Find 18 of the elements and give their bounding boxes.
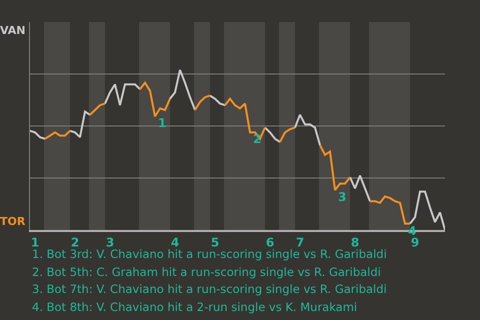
text: TOR [0,215,26,228]
x-tick-label: 1 [30,235,40,250]
x-tick-label: 6 [266,235,274,250]
x-tick-label: 7 [296,235,304,250]
x-tick-label: 4 [170,235,180,250]
annotation: 2 [253,132,262,146]
x-tick-label: 9 [410,235,420,250]
annotation: 1 [158,116,166,130]
x-tick-label: 2 [70,235,80,250]
x-tick-label: 8 [350,235,360,250]
text: 4. Bot 8th: V. Chaviano hit a 2-run single vs K. Murakami [32,300,358,314]
text: 3. Bot 7th: V. Chaviano hit a run-scoring single vs R. Garibaldi [32,282,387,296]
x-tick-label: 5 [210,235,220,250]
text: VAN [0,24,26,37]
text: 1. Bot 3rd: V. Chaviano hit a run-scoring single vs R. Garibaldi [32,247,387,261]
annotation: 3 [338,190,346,204]
x-tick-label: 3 [106,235,114,250]
text: 2. Bot 5th: C. Graham hit a run-scoring single vs R. Garibaldi [32,265,381,279]
